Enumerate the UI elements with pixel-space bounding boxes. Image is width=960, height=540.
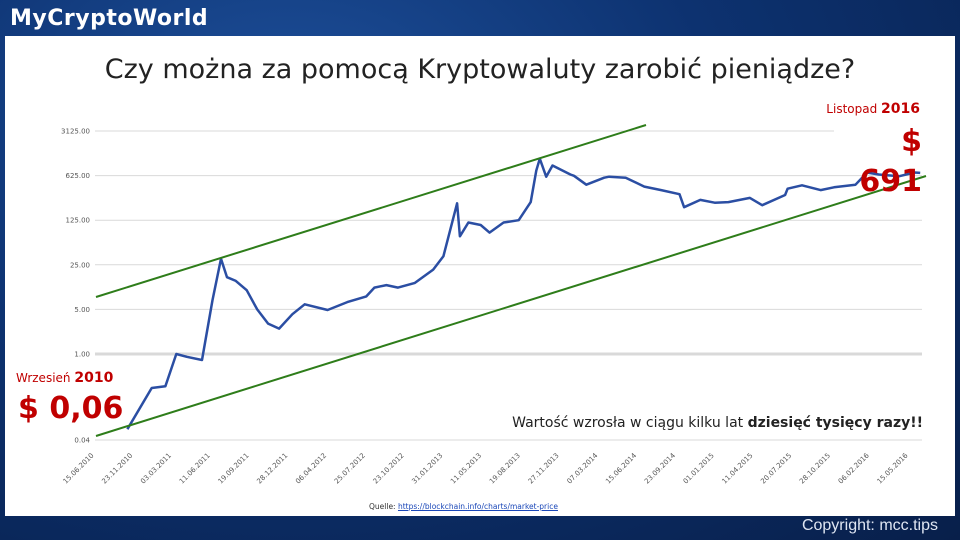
x-tick-label: 15.06.2014 — [604, 451, 638, 485]
x-tick-label: 15.05.2016 — [876, 451, 910, 485]
x-tick-label: 19.08.2013 — [488, 452, 522, 486]
upper-trend-line — [95, 124, 647, 298]
x-tick-label: 23.09.2014 — [643, 451, 677, 485]
growth-note-text: Wartość wzrosła w ciągu kilku lat — [512, 415, 748, 431]
x-tick-label: 11.06.2011 — [178, 452, 212, 486]
end-date-label: Listopad 2016 — [826, 101, 920, 117]
x-tick-label: 15.06.2010 — [62, 452, 96, 486]
growth-note-emphasis: dziesięć tysięcy razy!! — [747, 415, 923, 431]
brand-logo: MyCryptoWorld — [10, 6, 209, 31]
x-tick-label: 27.11.2013 — [527, 452, 561, 486]
y-tick-label: 625.00 — [66, 172, 91, 180]
x-tick-label: 19.09.2011 — [217, 452, 251, 486]
y-tick-label: 0.04 — [74, 437, 90, 445]
y-tick-label: 125.00 — [66, 217, 91, 225]
x-tick-label: 01.01.2015 — [682, 452, 716, 486]
source-citation: Quelle: https://blockchain.info/charts/m… — [369, 502, 558, 511]
x-tick-label: 11.05.2013 — [449, 452, 483, 486]
y-tick-label: 5.00 — [74, 306, 90, 314]
x-tick-label: 07.03.2014 — [565, 451, 599, 485]
lower-trend-line — [95, 175, 927, 437]
growth-note: Wartość wzrosła w ciągu kilku lat dziesi… — [423, 406, 923, 436]
end-price: $ 691 — [834, 122, 922, 199]
end-year: 2016 — [881, 101, 920, 117]
start-price: $ 0,06 — [18, 391, 124, 426]
end-month: Listopad — [826, 102, 878, 116]
x-tick-label: 28.10.2015 — [798, 452, 832, 486]
copyright-text: Copyright: mcc.tips — [801, 517, 938, 534]
x-tick-label: 11.04.2015 — [721, 452, 755, 486]
start-month: Wrzesień — [16, 371, 71, 385]
x-tick-label: 20.07.2015 — [759, 452, 793, 486]
x-tick-label: 06.02.2016 — [837, 451, 871, 485]
price-series-line — [126, 157, 921, 430]
y-tick-label: 1.00 — [74, 351, 90, 359]
start-date-label: Wrzesień 2010 — [16, 370, 113, 386]
y-tick-label: 25.00 — [70, 261, 90, 269]
source-label: Quelle: — [369, 502, 398, 511]
x-tick-label: 06.04.2012 — [294, 452, 328, 486]
x-tick-label: 28.12.2011 — [255, 452, 289, 486]
x-tick-label: 31.01.2013 — [410, 452, 444, 486]
source-link[interactable]: https://blockchain.info/charts/market-pr… — [397, 502, 558, 511]
x-tick-label: 23.10.2012 — [372, 452, 406, 486]
x-tick-label: 25.07.2012 — [333, 452, 367, 486]
x-tick-label: 23.11.2010 — [100, 452, 134, 486]
slide-title: Czy można za pomocą Kryptowaluty zarobić… — [104, 54, 856, 85]
y-tick-label: 3125.00 — [61, 128, 90, 136]
start-year: 2010 — [74, 370, 114, 386]
x-tick-label: 03.03.2011 — [139, 452, 173, 486]
